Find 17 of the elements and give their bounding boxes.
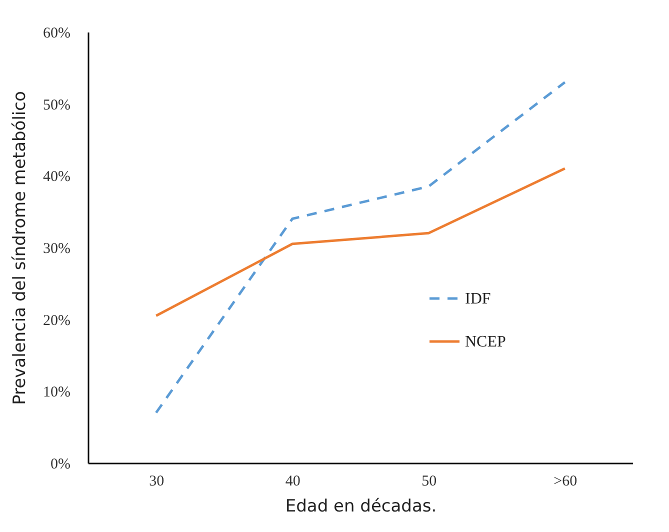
y-tick-label: 0% xyxy=(50,456,70,472)
legend-label: IDF xyxy=(465,290,491,308)
x-tick-label: 50 xyxy=(422,474,437,490)
x-tick-label: 30 xyxy=(149,474,164,490)
y-tick-label: 40% xyxy=(43,169,70,186)
x-axis-title: Edad en décadas. xyxy=(285,496,437,516)
y-axis-title: Prevalencia del síndrome metabólico xyxy=(10,91,30,405)
y-tick-label: 30% xyxy=(43,241,70,257)
y-tick-label: 10% xyxy=(43,384,70,401)
legend-label: NCEP xyxy=(465,334,506,350)
y-tick-label: 50% xyxy=(43,97,70,114)
x-tick-label: >60 xyxy=(554,474,578,490)
x-tick-label: 40 xyxy=(285,474,300,490)
line-series xyxy=(154,167,566,317)
line-series xyxy=(154,81,566,414)
y-tick-label: 60% xyxy=(43,26,70,42)
y-tick-label: 20% xyxy=(43,312,70,329)
